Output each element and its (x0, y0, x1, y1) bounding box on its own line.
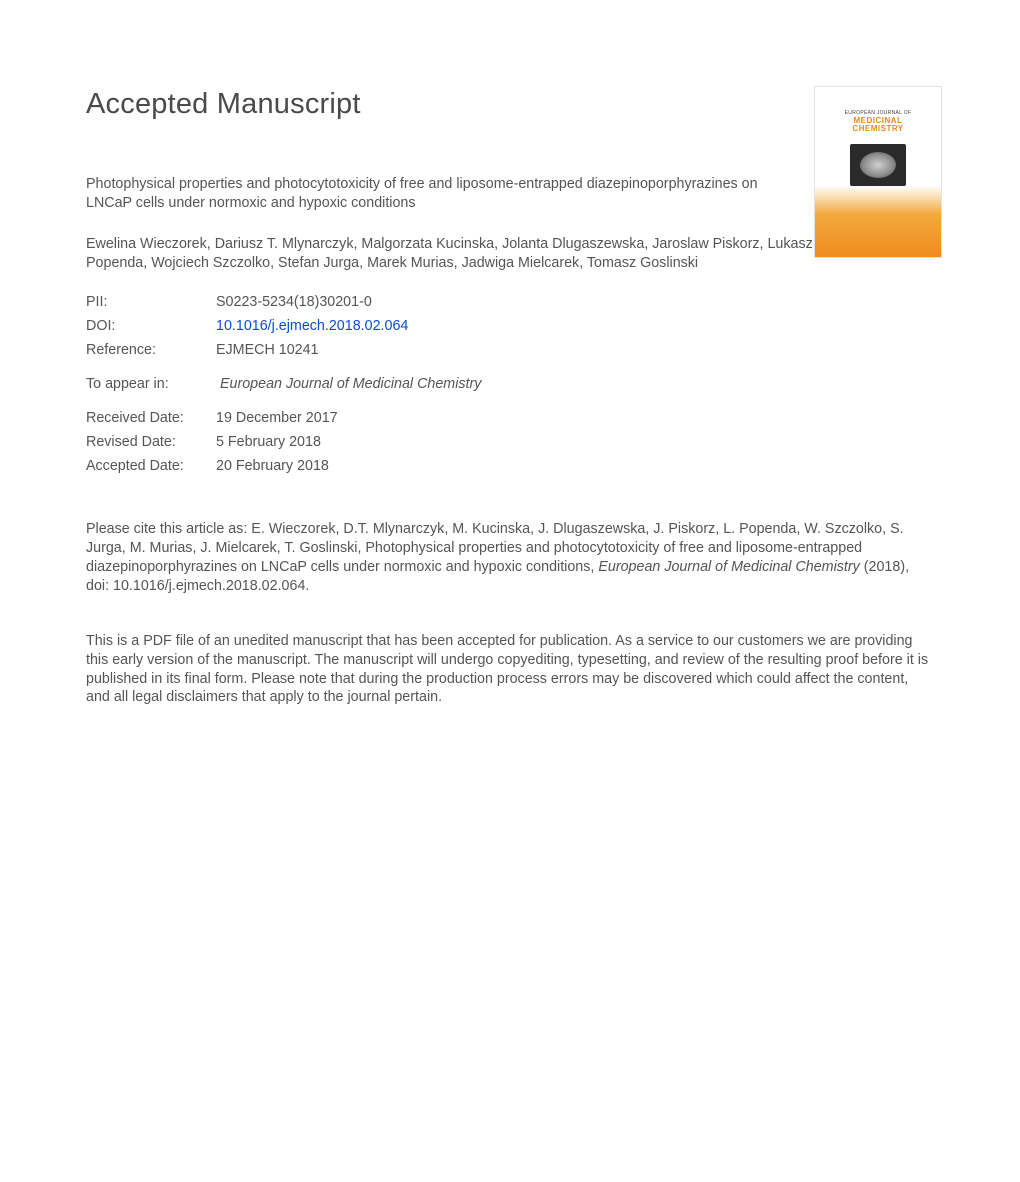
meta-row-pii: PII: S0223-5234(18)30201-0 (86, 290, 408, 314)
dates-table: Received Date: 19 December 2017 Revised … (86, 406, 338, 478)
author-list: Ewelina Wieczorek, Dariusz T. Mlynarczyk… (86, 235, 816, 273)
accepted-value: 20 February 2018 (216, 454, 338, 478)
cover-molecule-image (850, 144, 906, 186)
cover-line3: CHEMISTRY (821, 125, 935, 134)
citation-block: Please cite this article as: E. Wieczore… (86, 520, 932, 595)
accepted-date-row: Accepted Date: 20 February 2018 (86, 454, 338, 478)
received-label: Received Date: (86, 406, 216, 430)
cover-journal-name: EUROPEAN JOURNAL OF MEDICINAL CHEMISTRY (821, 111, 935, 134)
article-title: Photophysical properties and photocytoto… (86, 175, 776, 213)
to-appear-label: To appear in: (86, 376, 216, 392)
meta-table: PII: S0223-5234(18)30201-0 DOI: 10.1016/… (86, 290, 408, 362)
received-date-row: Received Date: 19 December 2017 (86, 406, 338, 430)
citation-journal: European Journal of Medicinal Chemistry (598, 559, 859, 575)
pii-label: PII: (86, 290, 216, 314)
journal-cover-thumbnail: EUROPEAN JOURNAL OF MEDICINAL CHEMISTRY (814, 86, 942, 258)
doi-label: DOI: (86, 314, 216, 338)
to-appear-row: To appear in: European Journal of Medici… (86, 376, 948, 392)
manuscript-page: EUROPEAN JOURNAL OF MEDICINAL CHEMISTRY … (0, 0, 1020, 747)
doi-link[interactable]: 10.1016/j.ejmech.2018.02.064 (216, 318, 408, 334)
revised-label: Revised Date: (86, 430, 216, 454)
revised-date-row: Revised Date: 5 February 2018 (86, 430, 338, 454)
disclaimer-text: This is a PDF file of an unedited manusc… (86, 632, 934, 707)
reference-label: Reference: (86, 338, 216, 362)
to-appear-journal: European Journal of Medicinal Chemistry (220, 376, 481, 392)
meta-row-doi: DOI: 10.1016/j.ejmech.2018.02.064 (86, 314, 408, 338)
meta-row-reference: Reference: EJMECH 10241 (86, 338, 408, 362)
accepted-label: Accepted Date: (86, 454, 216, 478)
reference-value: EJMECH 10241 (216, 338, 408, 362)
revised-value: 5 February 2018 (216, 430, 338, 454)
received-value: 19 December 2017 (216, 406, 338, 430)
pii-value: S0223-5234(18)30201-0 (216, 290, 408, 314)
